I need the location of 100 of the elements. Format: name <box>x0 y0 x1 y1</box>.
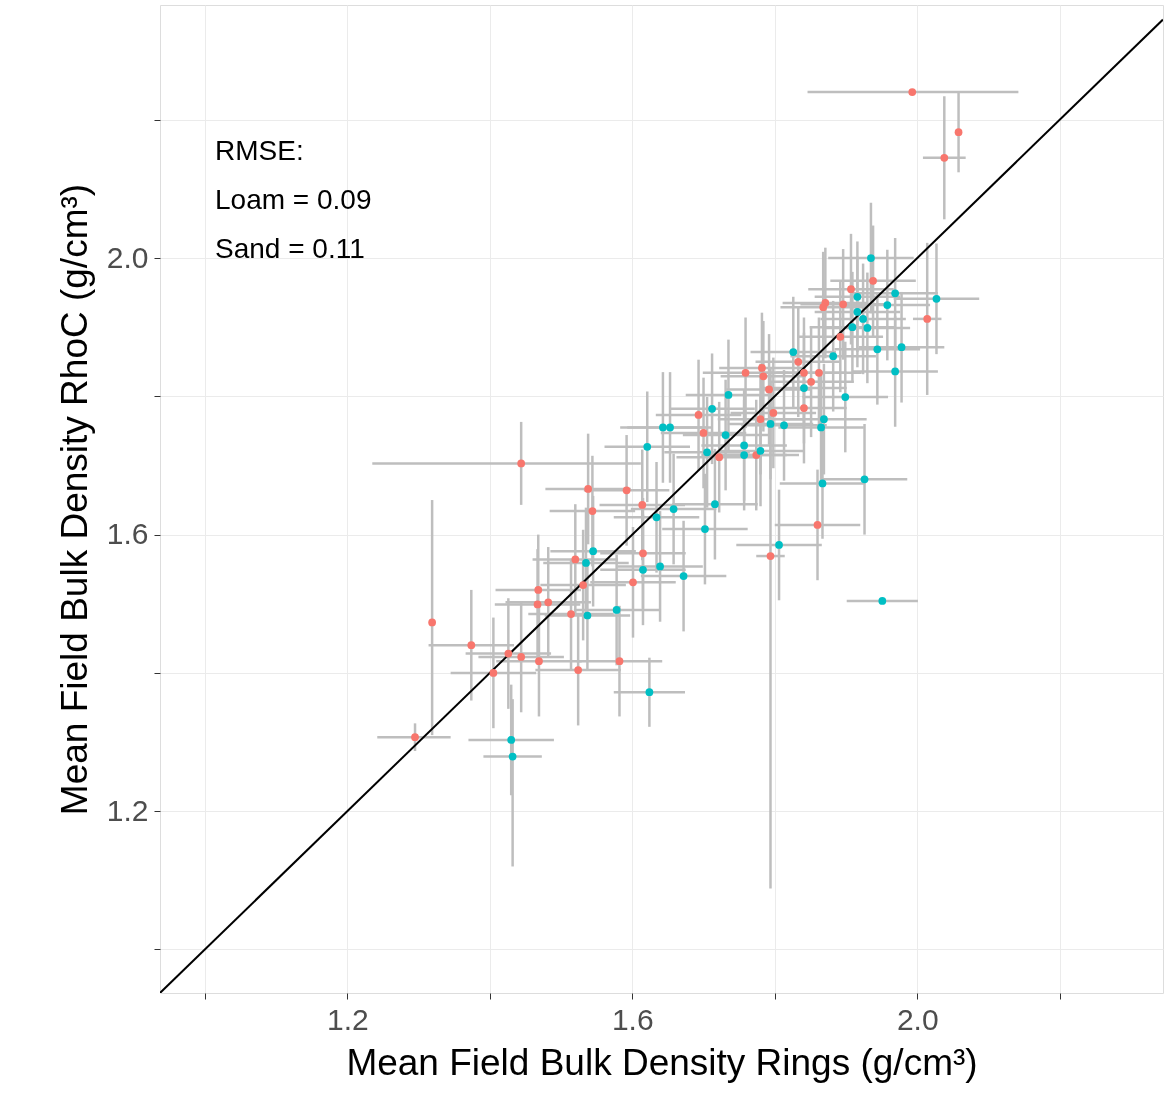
point <box>656 562 664 571</box>
point <box>819 303 828 311</box>
point <box>817 423 825 432</box>
point <box>584 485 592 493</box>
point <box>643 442 652 451</box>
annotation: RMSE: <box>215 135 304 166</box>
point <box>669 505 678 513</box>
point <box>741 368 750 377</box>
point <box>869 277 877 285</box>
point <box>853 308 862 316</box>
point <box>740 451 749 459</box>
point <box>652 513 661 522</box>
x-tick-label: 2.0 <box>896 1002 939 1036</box>
point <box>859 315 867 323</box>
point <box>794 357 803 366</box>
point <box>629 578 637 587</box>
point <box>807 377 815 386</box>
point <box>908 88 917 96</box>
point <box>883 301 892 309</box>
point <box>571 555 580 564</box>
point <box>841 393 850 401</box>
point <box>853 292 862 301</box>
point <box>815 368 823 377</box>
point <box>780 421 788 430</box>
point <box>694 411 703 419</box>
annotation: Sand = 0.11 <box>215 233 365 264</box>
point <box>813 521 822 529</box>
point <box>836 333 845 341</box>
point <box>756 447 765 455</box>
point <box>829 352 838 361</box>
point <box>428 618 436 627</box>
point <box>517 459 526 468</box>
point <box>765 385 773 394</box>
point <box>758 364 766 372</box>
point <box>724 391 733 399</box>
point <box>504 649 513 658</box>
y-tick-label: 2.0 <box>106 240 149 274</box>
point <box>615 657 624 665</box>
point <box>544 598 553 607</box>
point <box>534 586 543 594</box>
point <box>818 479 827 488</box>
point <box>848 323 857 332</box>
point <box>891 289 900 298</box>
point <box>411 733 419 742</box>
point <box>699 429 708 437</box>
point <box>508 752 517 761</box>
y-tick-label: 1.6 <box>106 517 149 551</box>
point <box>756 415 765 424</box>
point <box>800 384 808 392</box>
point <box>766 420 775 428</box>
point <box>679 572 688 580</box>
point <box>800 404 808 412</box>
point <box>582 559 590 567</box>
point <box>467 641 476 650</box>
point <box>588 507 597 515</box>
point <box>769 409 778 417</box>
point <box>711 500 719 509</box>
point <box>583 611 592 620</box>
x-tick-label: 1.6 <box>611 1002 654 1036</box>
y-axis-title: Mean Field Bulk Density RhoC (g/cm³) <box>53 183 95 816</box>
point <box>507 736 516 744</box>
x-axis-title: Mean Field Bulk Density Rings (g/cm³) <box>346 1041 978 1083</box>
point <box>612 606 621 614</box>
point <box>789 348 798 356</box>
point <box>873 345 882 354</box>
point <box>533 600 542 609</box>
point <box>574 666 583 674</box>
y-tick-label: 1.2 <box>106 793 149 827</box>
annotation: Loam = 0.09 <box>215 184 372 215</box>
point <box>666 423 674 432</box>
point <box>740 441 749 450</box>
point <box>766 552 775 560</box>
point <box>820 415 828 424</box>
point <box>923 315 932 323</box>
point <box>878 597 887 605</box>
point <box>863 324 872 332</box>
point <box>645 688 654 697</box>
point <box>579 581 588 589</box>
point <box>800 368 808 377</box>
point <box>891 367 900 376</box>
point <box>759 372 768 381</box>
point <box>638 501 647 509</box>
point <box>715 453 724 462</box>
point <box>954 128 963 137</box>
point <box>867 254 875 262</box>
point <box>622 486 631 495</box>
point <box>639 549 647 558</box>
point <box>775 541 783 549</box>
point <box>860 475 869 484</box>
point <box>932 294 941 303</box>
point <box>639 566 647 574</box>
point <box>701 525 709 533</box>
point <box>847 285 855 294</box>
x-tick-label: 1.2 <box>326 1002 369 1036</box>
point <box>940 153 949 162</box>
point <box>703 448 711 457</box>
point <box>721 431 730 439</box>
point <box>517 653 526 661</box>
point <box>589 547 597 556</box>
point <box>489 669 498 677</box>
